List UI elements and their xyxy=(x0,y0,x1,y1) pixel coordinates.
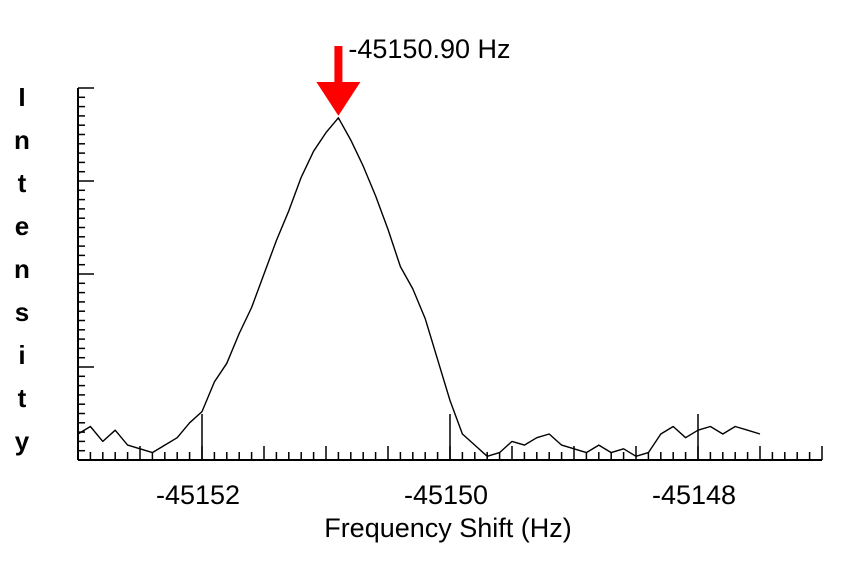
x-tick-label: -45150 xyxy=(404,480,488,510)
peak-annotation: -45150.90 Hz xyxy=(316,34,511,116)
y-axis-label-letter: n xyxy=(14,125,30,155)
peak-label: -45150.90 Hz xyxy=(348,34,510,64)
down-arrow-icon xyxy=(316,82,361,116)
y-axis-label-letter: s xyxy=(15,297,29,327)
y-axis-label-letter: t xyxy=(18,383,27,413)
x-tick-label: -45148 xyxy=(652,480,736,510)
axes xyxy=(77,88,822,461)
tick-marks xyxy=(77,87,823,461)
y-axis-label-letter: i xyxy=(18,340,25,370)
y-axis-label-letter: n xyxy=(14,254,30,284)
y-axis-label-letter: t xyxy=(18,168,27,198)
x-axis-label: Frequency Shift (Hz) xyxy=(324,513,572,543)
x-tick-label: -45152 xyxy=(156,480,240,510)
y-axis-label-letter: y xyxy=(15,426,30,456)
tick-labels: -45152 -45150 -45148 xyxy=(156,480,736,510)
series-line xyxy=(77,117,761,457)
y-axis-label-letter: e xyxy=(15,211,29,241)
arrow-shaft xyxy=(334,46,343,84)
series-layer xyxy=(77,117,761,457)
y-axis-label-letter: I xyxy=(18,82,25,112)
